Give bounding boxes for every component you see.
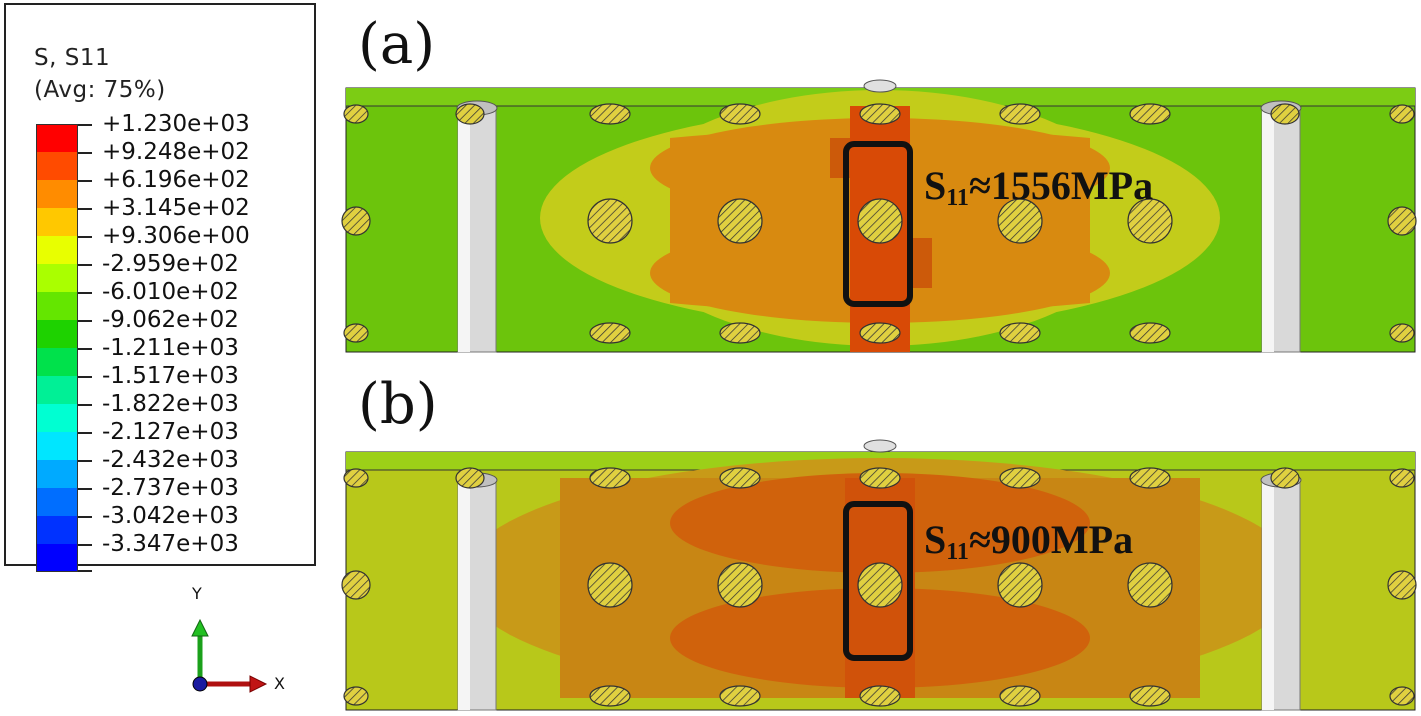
panel-b-highlight-box bbox=[843, 501, 913, 661]
legend-tick bbox=[78, 292, 92, 294]
legend-swatch bbox=[36, 208, 78, 236]
legend-label: -2.737e+03 bbox=[102, 475, 239, 501]
panel-b-annotation-symbol: S bbox=[924, 517, 947, 562]
legend-swatch bbox=[36, 180, 78, 208]
legend-tick bbox=[78, 432, 92, 434]
triad-y-label: Y bbox=[192, 584, 202, 603]
legend-tick bbox=[78, 460, 92, 462]
legend-tick bbox=[78, 570, 92, 572]
legend-swatch bbox=[36, 348, 78, 376]
panel-a-annotation-subscript: 11 bbox=[946, 185, 969, 211]
legend-swatch bbox=[36, 544, 78, 572]
legend-tick bbox=[78, 348, 92, 350]
legend-swatch bbox=[36, 320, 78, 348]
legend-tick bbox=[78, 404, 92, 406]
panel-b-label: (b) bbox=[358, 372, 438, 437]
legend-swatch bbox=[36, 516, 78, 544]
legend-label: -2.127e+03 bbox=[102, 419, 239, 445]
legend-subtitle: (Avg: 75%) bbox=[34, 77, 166, 103]
panel-b-annotation-subscript: 11 bbox=[946, 539, 969, 565]
panel-a-annotation: S11≈1556MPa bbox=[924, 162, 1153, 212]
legend-label: -9.062e+02 bbox=[102, 307, 239, 333]
legend-label: +6.196e+02 bbox=[102, 167, 250, 193]
triad-arrows bbox=[191, 618, 268, 693]
legend-swatch bbox=[36, 124, 78, 152]
legend-swatch bbox=[36, 264, 78, 292]
legend-swatch bbox=[36, 236, 78, 264]
panel-a-highlight-box bbox=[843, 141, 913, 307]
legend-swatch bbox=[36, 404, 78, 432]
legend-label: -3.042e+03 bbox=[102, 503, 239, 529]
panel-a-annotation-symbol: S bbox=[924, 163, 947, 208]
legend-swatch bbox=[36, 376, 78, 404]
legend-swatch bbox=[36, 460, 78, 488]
legend-swatch bbox=[36, 292, 78, 320]
legend-label: -2.959e+02 bbox=[102, 251, 239, 277]
legend-title: S, S11 bbox=[34, 45, 111, 71]
legend-tick bbox=[78, 180, 92, 182]
panel-b-contour bbox=[341, 439, 1417, 711]
legend-tick bbox=[78, 152, 92, 154]
legend-tick bbox=[78, 264, 92, 266]
contour-legend: S, S11 (Avg: 75%) +1.230e+03 +9.248e+02 +6… bbox=[4, 3, 316, 572]
legend-tick bbox=[78, 320, 92, 322]
legend-label: -3.347e+03 bbox=[102, 531, 239, 557]
panel-a-contour bbox=[341, 79, 1417, 353]
legend-label: -1.517e+03 bbox=[102, 363, 239, 389]
legend-label: +1.230e+03 bbox=[102, 111, 250, 137]
legend-label: -1.211e+03 bbox=[102, 335, 239, 361]
legend-label: +9.306e+00 bbox=[102, 223, 250, 249]
panel-b-annotation: S11≈900MPa bbox=[924, 516, 1133, 566]
legend-swatch bbox=[36, 488, 78, 516]
legend-tick bbox=[78, 516, 92, 518]
legend-label: -6.010e+02 bbox=[102, 279, 239, 305]
legend-label: +3.145e+02 bbox=[102, 195, 250, 221]
legend-tick bbox=[78, 544, 92, 546]
legend-tick bbox=[78, 488, 92, 490]
legend-tick bbox=[78, 376, 92, 378]
panel-a-annotation-value: ≈1556MPa bbox=[968, 163, 1154, 208]
legend-colorbar-frame bbox=[36, 124, 78, 572]
legend-label: -2.432e+03 bbox=[102, 447, 239, 473]
triad-x-label: X bbox=[274, 674, 285, 693]
legend-label: +9.248e+02 bbox=[102, 139, 250, 165]
legend-tick bbox=[78, 208, 92, 210]
legend-swatch bbox=[36, 432, 78, 460]
coordinate-triad: Y X bbox=[170, 580, 300, 700]
legend-tick bbox=[78, 124, 92, 126]
panel-b-annotation-value: ≈900MPa bbox=[968, 517, 1134, 562]
panel-a-label: (a) bbox=[358, 12, 436, 77]
legend-tick bbox=[78, 236, 92, 238]
legend-swatch bbox=[36, 152, 78, 180]
legend-label: -1.822e+03 bbox=[102, 391, 239, 417]
